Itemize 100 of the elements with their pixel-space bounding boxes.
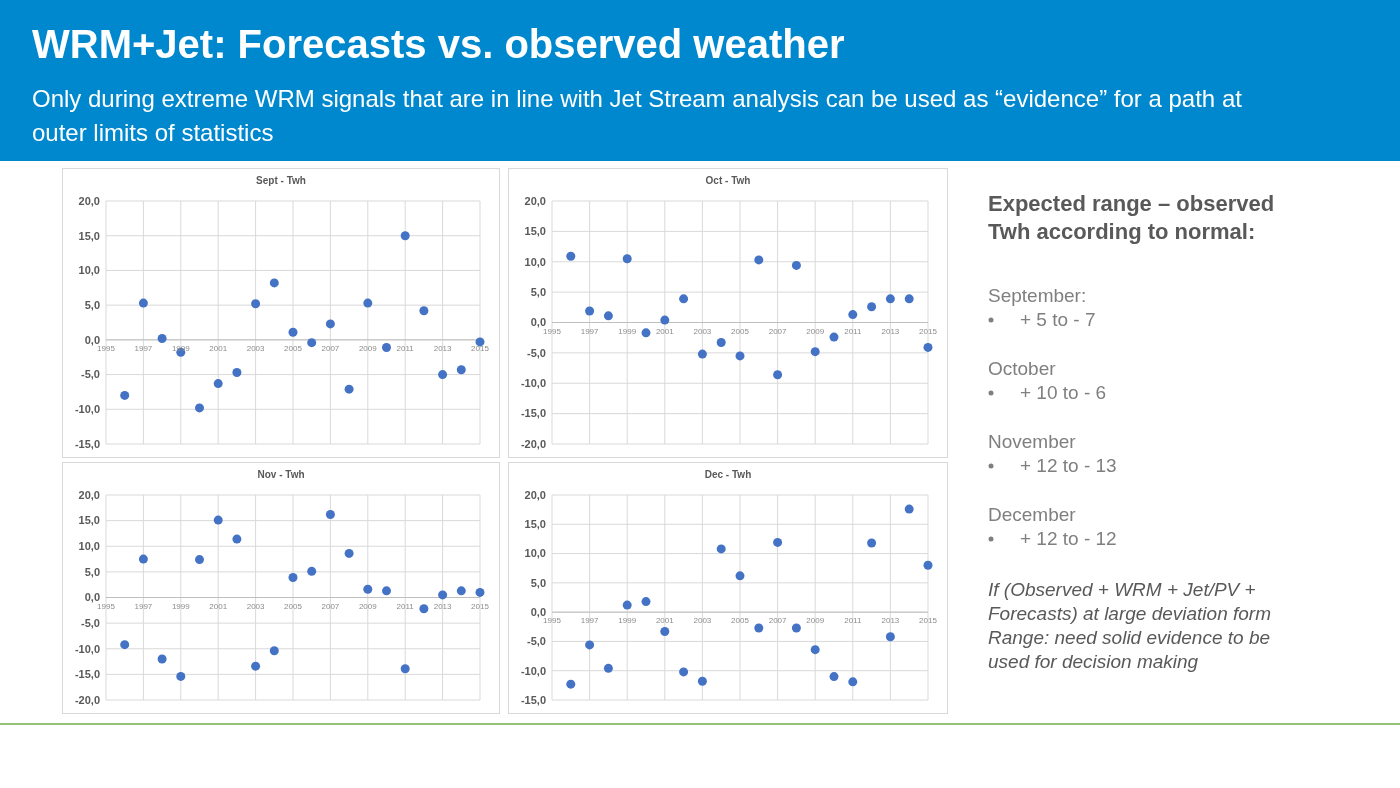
y-tick-label: -5,0 xyxy=(81,368,100,381)
x-tick-label: 2005 xyxy=(731,616,750,626)
x-tick-label: 2007 xyxy=(768,326,788,336)
point xyxy=(475,337,485,347)
y-tick-label: -15,0 xyxy=(520,693,546,706)
point xyxy=(419,604,429,614)
x-tick-label: 2003 xyxy=(693,616,712,626)
point xyxy=(716,544,726,554)
point xyxy=(344,384,354,394)
x-tick-label: 2003 xyxy=(246,343,266,353)
point xyxy=(923,342,933,352)
y-tick-label: -10,0 xyxy=(74,642,100,655)
y-tick-label: 15,0 xyxy=(524,518,546,531)
y-tick-label: 10,0 xyxy=(524,255,546,268)
point xyxy=(363,584,373,594)
point xyxy=(679,294,689,304)
point xyxy=(251,661,261,671)
point xyxy=(904,294,914,304)
point xyxy=(885,294,895,304)
text: WRM+Jet: Forecasts vs. observed weather xyxy=(32,22,845,67)
point xyxy=(176,671,186,681)
point xyxy=(120,390,130,400)
x-tick-label: 2003 xyxy=(246,601,266,611)
point xyxy=(603,663,613,673)
point xyxy=(885,632,895,642)
point xyxy=(754,255,764,265)
point xyxy=(679,667,689,677)
point xyxy=(307,338,317,348)
x-tick-label: 2001 xyxy=(655,326,675,336)
chart-title: Dec - Twh xyxy=(704,469,752,480)
x-tick-label: 2013 xyxy=(881,616,900,626)
y-tick-label: -20,0 xyxy=(520,437,546,450)
text: Only during extreme WRM signals that are in line with Jet Stream analysis can be used as “evidence” for a path at outer limits of statistics xyxy=(32,84,1243,148)
point xyxy=(848,677,858,687)
point xyxy=(456,586,466,596)
point xyxy=(603,311,613,321)
chart-title: Sept - Twh xyxy=(256,175,306,186)
x-tick-label: 1997 xyxy=(134,601,153,611)
point xyxy=(251,299,261,309)
x-tick-label: 2011 xyxy=(396,601,415,611)
point xyxy=(363,298,373,308)
y-tick-label: -5,0 xyxy=(527,635,546,648)
point xyxy=(157,654,167,664)
x-tick-label: 1997 xyxy=(134,343,153,353)
x-tick-label: 2009 xyxy=(806,326,825,336)
x-tick-label: 2013 xyxy=(881,326,900,336)
y-tick-label: 15,0 xyxy=(78,229,100,242)
point xyxy=(622,254,632,264)
x-tick-label: 1999 xyxy=(618,616,637,626)
point xyxy=(716,338,726,348)
y-tick-label: -10,0 xyxy=(520,377,546,390)
point xyxy=(773,537,783,547)
x-tick-label: 2007 xyxy=(321,601,340,611)
point xyxy=(325,509,335,519)
text: Expected range – observed Twh according to normal: xyxy=(988,190,1276,246)
y-tick-label: 20,0 xyxy=(524,488,546,501)
x-tick-label: 2001 xyxy=(655,616,675,626)
y-tick-label: 0,0 xyxy=(530,316,546,329)
x-tick-label: 1995 xyxy=(543,616,562,626)
x-tick-label: 2015 xyxy=(471,601,490,611)
point xyxy=(157,333,167,343)
x-tick-label: 1999 xyxy=(171,601,191,611)
point xyxy=(848,310,858,320)
x-tick-label: 2001 xyxy=(209,601,228,611)
point xyxy=(400,664,410,674)
point xyxy=(344,548,354,558)
point xyxy=(867,538,877,548)
point xyxy=(195,555,204,565)
x-tick-label: 2009 xyxy=(358,601,378,611)
text: If (Observed + WRM + Jet/PV + Forecasts) at large deviation form Range: need solid evidence to be used for decision making xyxy=(988,578,1272,674)
x-tick-label: 1995 xyxy=(97,601,116,611)
point xyxy=(288,327,298,337)
y-tick-label: 0,0 xyxy=(530,605,546,618)
y-tick-label: 5,0 xyxy=(84,565,100,578)
y-tick-label: 5,0 xyxy=(530,576,546,589)
point xyxy=(735,571,745,581)
x-tick-label: 2011 xyxy=(396,343,415,353)
point xyxy=(904,504,914,514)
y-tick-label: 0,0 xyxy=(84,333,100,346)
point xyxy=(232,367,242,377)
point xyxy=(773,370,783,380)
point xyxy=(923,560,933,570)
point xyxy=(138,554,148,564)
chart-title: Oct - Twh xyxy=(705,175,751,186)
point xyxy=(438,590,448,600)
x-tick-label: 1999 xyxy=(618,326,637,336)
point xyxy=(382,342,391,352)
point xyxy=(585,640,595,650)
x-tick-label: 2013 xyxy=(433,343,453,353)
text: September: xyxy=(988,284,1088,308)
y-tick-label: -15,0 xyxy=(74,668,100,681)
x-tick-label: 2005 xyxy=(284,601,303,611)
point xyxy=(325,319,335,329)
text: December xyxy=(988,503,1077,527)
y-tick-label: -10,0 xyxy=(74,403,100,416)
y-tick-label: 10,0 xyxy=(524,547,546,560)
point xyxy=(791,623,801,633)
y-tick-label: 20,0 xyxy=(78,194,100,207)
point xyxy=(419,306,429,316)
point xyxy=(400,231,410,241)
